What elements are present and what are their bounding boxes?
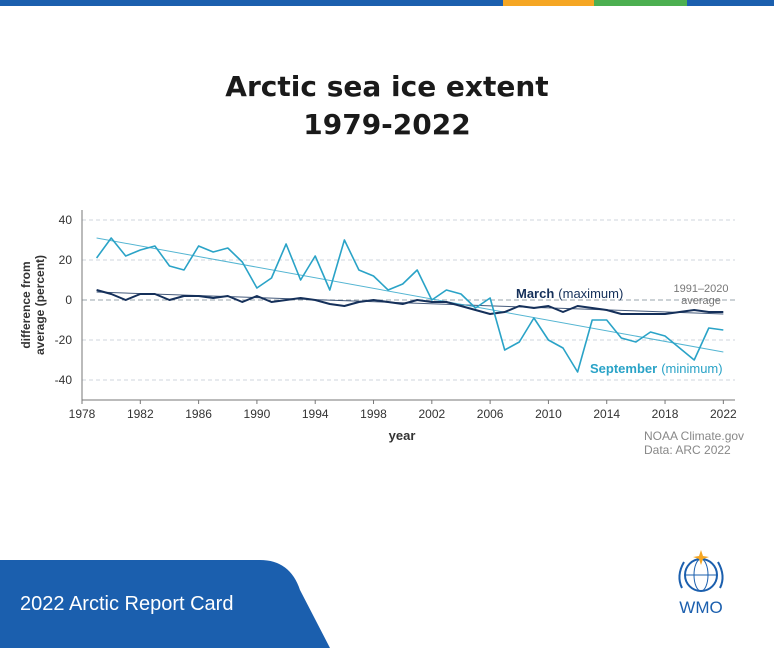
footer-banner (0, 560, 330, 648)
x-tick-label: 1978 (69, 407, 96, 421)
y-axis-title-line1: difference from (19, 261, 33, 348)
wmo-emblem-icon (678, 550, 724, 592)
trend-line-september (96, 237, 724, 353)
series-line-september (95, 237, 724, 373)
y-axis-title-line2: average (percent) (33, 255, 47, 355)
x-tick-label: 2014 (593, 407, 620, 421)
top-bar-segment-blue-end (687, 0, 774, 6)
y-axis-title: difference fromaverage (percent) (19, 255, 47, 355)
sea-ice-chart: 40 20 0 -20 -40 1978 1982 1986 1990 1994 1998 2002 2… (19, 210, 744, 457)
chart-title-line2: 1979-2022 (303, 108, 471, 141)
y-tick-label: 40 (59, 213, 73, 227)
top-bar-segment-green (594, 0, 687, 6)
y-tick-label: 20 (59, 253, 73, 267)
label-september: September (minimum) (590, 361, 723, 376)
x-tick-label: 1986 (185, 407, 212, 421)
y-tick-label: -40 (55, 373, 73, 387)
wmo-logo-text: WMO (679, 598, 723, 617)
chart-title-line1: Arctic sea ice extent (225, 70, 549, 103)
x-tick-label: 2018 (652, 407, 679, 421)
x-tick-label: 2022 (710, 407, 737, 421)
x-tick-label: 1998 (360, 407, 387, 421)
source-line2: Data: ARC 2022 (644, 443, 731, 457)
baseline-label-line2: average (681, 295, 721, 307)
y-tick-label: -20 (55, 333, 73, 347)
x-tick-label: 2006 (477, 407, 504, 421)
chart-axes: 40 20 0 -20 -40 1978 1982 1986 1990 1994 1998 2002 2… (19, 210, 737, 443)
grid-lines (82, 219, 735, 381)
footer-label: 2022 Arctic Report Card (20, 593, 234, 615)
x-tick-label: 1982 (127, 407, 154, 421)
chart-labels: March (maximum) September (minimum) 1991–202… (516, 283, 744, 457)
x-tick-label: 2010 (535, 407, 562, 421)
label-september-name: September (590, 361, 657, 376)
source-line1: NOAA Climate.gov (644, 429, 744, 443)
label-september-qualifier: (minimum) (661, 361, 722, 376)
top-bar-segment-blue (0, 0, 503, 6)
x-tick-label: 2002 (418, 407, 445, 421)
x-axis-title: year (389, 428, 416, 443)
top-bar-segment-orange (503, 0, 594, 6)
label-march: March (maximum) (516, 286, 623, 301)
label-march-qualifier: (maximum) (558, 286, 623, 301)
x-tick-label: 1990 (244, 407, 271, 421)
y-tick-label: 0 (65, 293, 72, 307)
top-color-bar (0, 0, 774, 6)
series-line-march (96, 289, 724, 315)
x-tick-label: 1994 (302, 407, 329, 421)
series-lines (95, 237, 724, 373)
label-march-name: March (516, 286, 554, 301)
chart-title: Arctic sea ice extent 1979-2022 (0, 68, 774, 144)
baseline-label-line1: 1991–2020 (673, 283, 728, 295)
